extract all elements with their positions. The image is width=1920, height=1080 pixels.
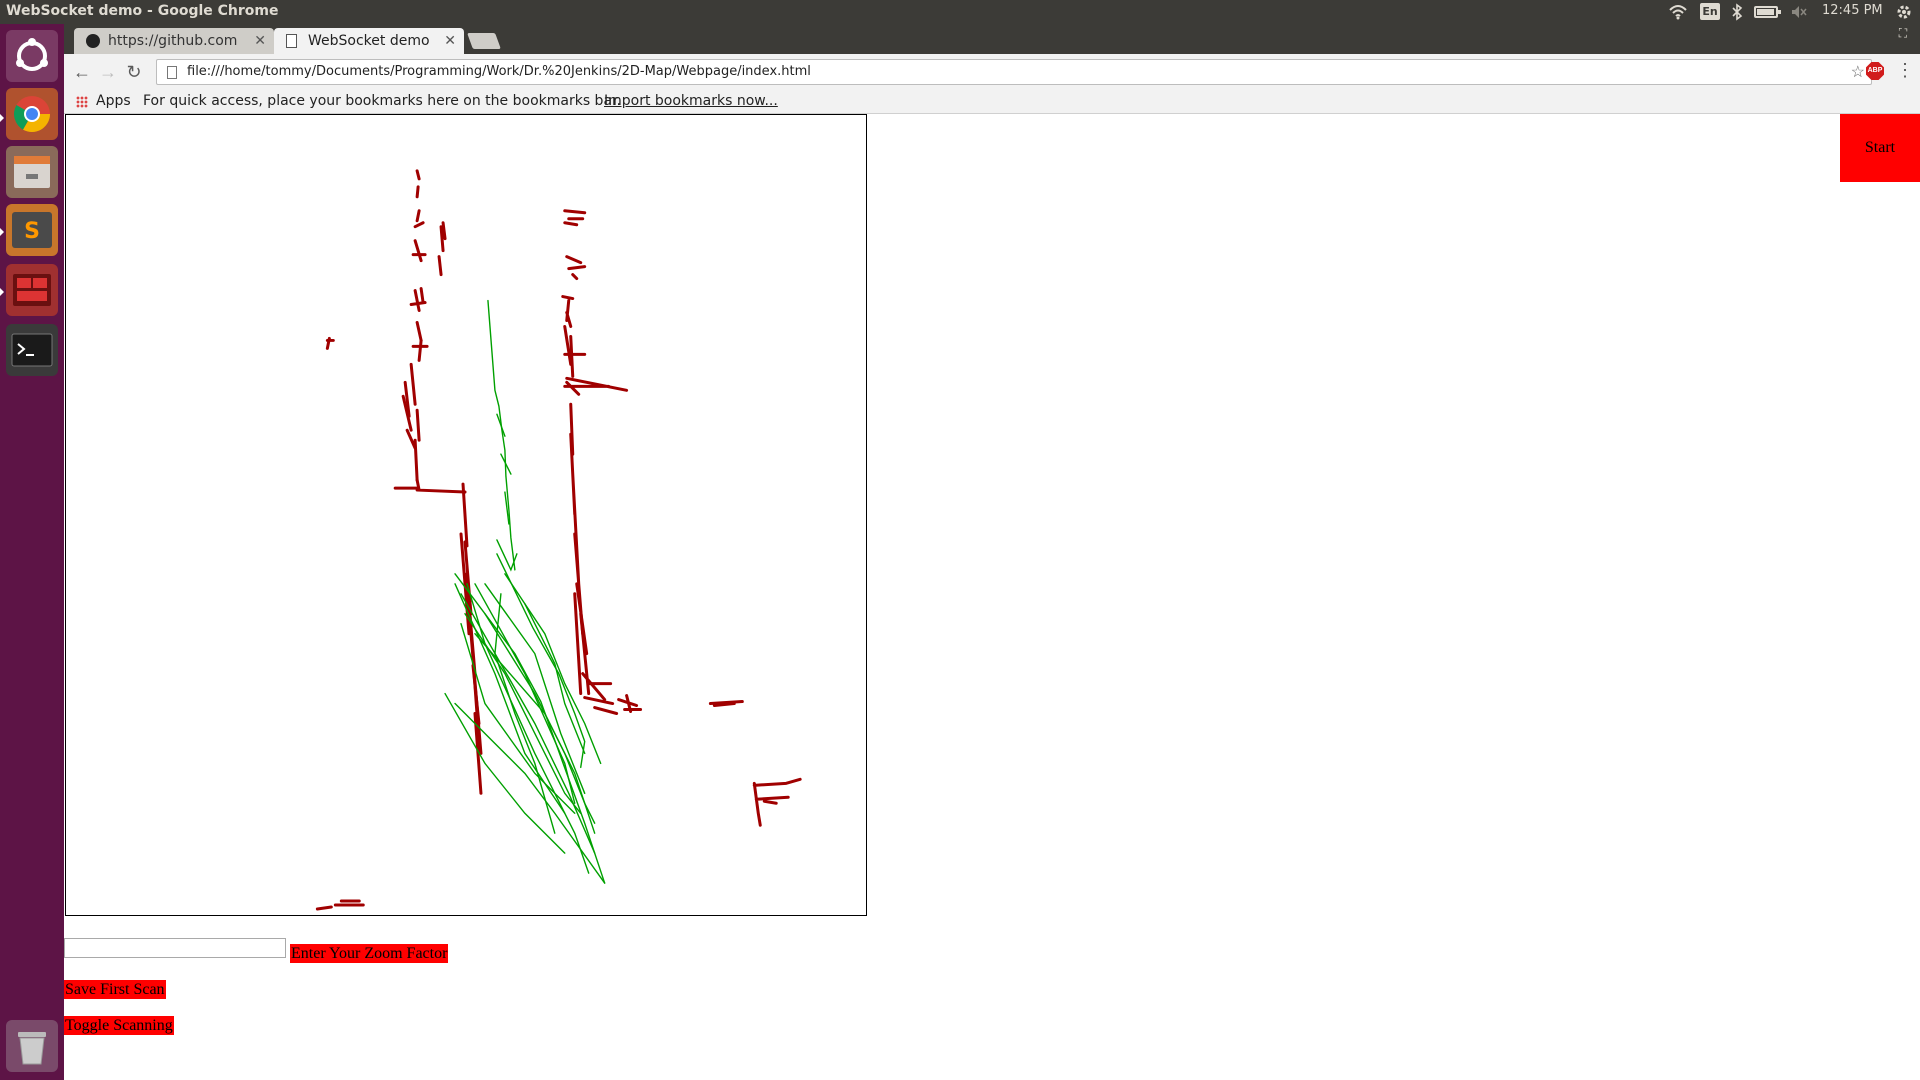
ubuntu-dash-icon[interactable]	[6, 30, 58, 82]
tab-title: https://github.com	[108, 33, 238, 49]
scan-line	[460, 623, 576, 814]
map-segment	[623, 694, 643, 714]
map-segment	[409, 287, 427, 342]
map-segment	[413, 169, 425, 229]
tab-websocket-demo[interactable]: WebSocket demo ✕	[274, 28, 464, 54]
scan-line	[466, 583, 590, 874]
map-segment	[411, 221, 447, 277]
start-button[interactable]: Start	[1840, 114, 1920, 182]
scan-line	[524, 603, 586, 755]
new-tab-button[interactable]	[467, 33, 501, 49]
system-gear-icon[interactable]	[1894, 3, 1914, 21]
scan-line	[454, 573, 606, 884]
trash-icon[interactable]	[6, 1020, 58, 1072]
url-text[interactable]: file:///home/tommy/Documents/Programming…	[187, 64, 811, 79]
browser-toolbar: ← → ↻ file:///home/tommy/Documents/Progr…	[64, 54, 1920, 90]
scan-line	[460, 593, 596, 854]
scan-line	[487, 299, 516, 571]
map-segment	[563, 352, 629, 396]
scan-lines	[444, 299, 606, 884]
chrome-icon[interactable]	[6, 88, 58, 140]
import-bookmarks-link[interactable]: Import bookmarks now...	[604, 93, 778, 109]
map-segment	[315, 899, 365, 911]
scan-line	[444, 692, 566, 854]
tab-github[interactable]: https://github.com ✕	[74, 28, 274, 54]
sublime-text-icon[interactable]: S	[6, 204, 58, 256]
terminal-icon[interactable]	[6, 324, 58, 376]
scan-line	[454, 702, 606, 884]
close-tab-icon[interactable]: ✕	[254, 33, 266, 49]
map-segment	[401, 394, 421, 482]
browser-chrome: https://github.com ✕ WebSocket demo ✕ ⛶ …	[64, 24, 1920, 114]
map-segment	[573, 582, 607, 702]
wifi-icon[interactable]	[1668, 3, 1688, 21]
scan-line	[474, 583, 576, 804]
bookmark-star-icon[interactable]: ☆	[1850, 64, 1865, 81]
user-profile-icon[interactable]: ⛶	[1898, 26, 1908, 40]
address-bar[interactable]: file:///home/tommy/Documents/Programming…	[156, 59, 1872, 85]
enter-zoom-factor-button[interactable]: Enter Your Zoom Factor	[290, 944, 449, 963]
scan-line	[496, 413, 518, 572]
chrome-menu-icon[interactable]: ⋮	[1896, 60, 1914, 80]
map-canvas[interactable]	[65, 114, 867, 916]
bookmarks-bar: Apps For quick access, place your bookma…	[64, 90, 1920, 114]
reload-button[interactable]: ↻	[126, 62, 142, 82]
running-indicator	[0, 114, 4, 122]
bluetooth-icon[interactable]	[1730, 3, 1744, 21]
keyboard-language-indicator[interactable]: En	[1700, 3, 1720, 20]
forward-button[interactable]: →	[99, 62, 117, 82]
map-segment	[325, 336, 335, 350]
clock[interactable]: 12:45 PM	[1822, 3, 1883, 18]
map-segment	[569, 402, 585, 636]
volume-muted-icon[interactable]	[1790, 3, 1808, 21]
save-first-scan-button[interactable]: Save First Scan	[64, 980, 166, 999]
svg-text:S: S	[24, 219, 40, 244]
map-segment	[561, 295, 575, 378]
tab-strip: https://github.com ✕ WebSocket demo ✕ ⛶	[64, 24, 1920, 54]
page-icon	[286, 34, 297, 48]
page-content: Start Enter Your Zoom Factor Save First …	[64, 114, 1920, 1080]
battery-icon[interactable]	[1754, 6, 1781, 18]
toggle-scanning-button[interactable]: Toggle Scanning	[64, 1016, 174, 1035]
scan-line	[494, 593, 556, 834]
unity-launcher: S	[0, 24, 64, 1080]
tab-title: WebSocket demo	[308, 33, 430, 49]
app-icon[interactable]	[6, 264, 58, 316]
scan-line	[484, 583, 586, 795]
apps-shortcut[interactable]: Apps	[96, 93, 131, 109]
scan-line	[496, 553, 586, 769]
apps-grid-icon[interactable]	[76, 96, 88, 108]
map-segment	[563, 209, 587, 281]
scan-line	[474, 633, 596, 834]
map-segment	[583, 682, 639, 715]
map-segment	[393, 478, 467, 494]
map-point-cloud	[315, 169, 802, 911]
zoom-factor-input[interactable]	[64, 938, 286, 958]
back-button[interactable]: ←	[73, 62, 91, 82]
page-info-icon[interactable]	[167, 66, 177, 79]
map-segment	[708, 700, 744, 708]
running-indicator	[0, 288, 4, 296]
map-segment	[459, 532, 483, 795]
window-title: WebSocket demo - Google Chrome	[6, 3, 279, 19]
running-indicator	[0, 228, 4, 236]
adblock-plus-icon[interactable]: ABP	[1866, 62, 1884, 80]
bookmarks-hint: For quick access, place your bookmarks h…	[143, 93, 621, 109]
scan-line	[504, 573, 602, 765]
files-icon[interactable]	[6, 146, 58, 198]
github-icon	[86, 34, 100, 48]
top-panel: WebSocket demo - Google Chrome En 12:45 …	[0, 0, 1920, 24]
map-segment	[752, 777, 802, 827]
close-tab-icon[interactable]: ✕	[444, 33, 456, 49]
map-segment	[403, 338, 429, 418]
